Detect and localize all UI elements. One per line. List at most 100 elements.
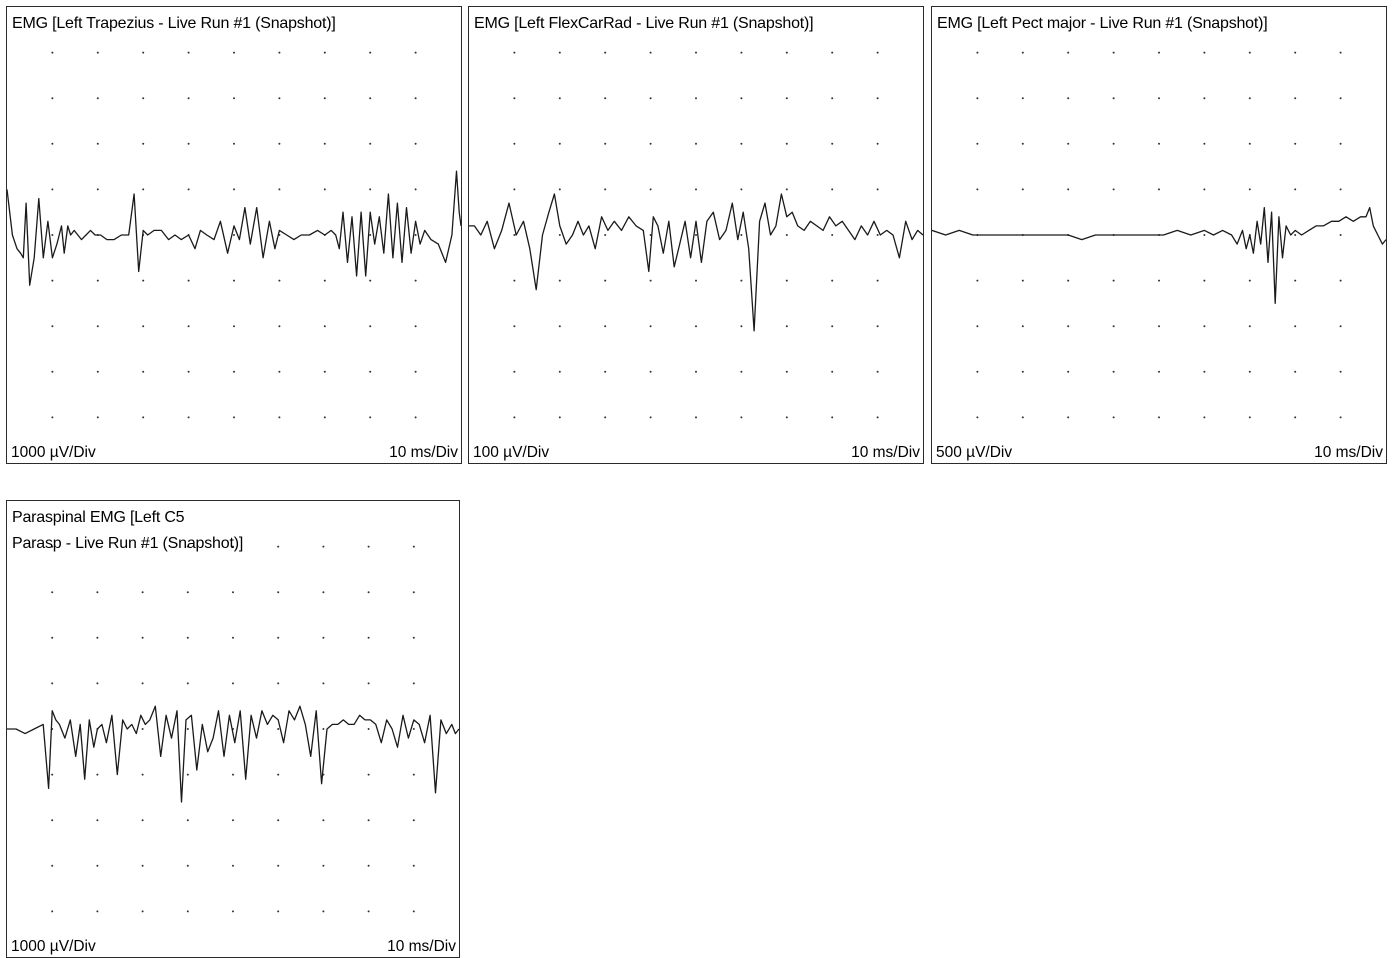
grid-dot	[695, 51, 697, 54]
grid-dot	[51, 545, 54, 548]
grid-dot	[1339, 416, 1342, 419]
grid-dot	[142, 51, 145, 54]
grid-dot	[1067, 97, 1070, 100]
grid-dot	[513, 234, 516, 236]
grid-dot	[278, 142, 281, 145]
grid-dot	[1203, 416, 1206, 419]
grid-dot	[695, 234, 697, 236]
grid-dot	[51, 370, 54, 373]
grid-dot	[277, 682, 280, 685]
grid-dot	[1203, 142, 1206, 145]
grid-dot	[414, 188, 417, 191]
grid-dot	[322, 864, 325, 867]
grid-dot	[186, 591, 189, 594]
grid-dot	[96, 545, 99, 548]
grid-dot	[96, 325, 99, 328]
grid-dot	[233, 97, 235, 100]
grid-dot	[1021, 279, 1024, 282]
grid-dot	[1294, 370, 1297, 373]
grid-dot	[1339, 370, 1342, 373]
grid-dot	[187, 370, 190, 373]
grid-dot	[740, 51, 743, 54]
grid-dot	[876, 142, 879, 145]
grid-dot	[1112, 188, 1115, 191]
grid-dot	[277, 728, 280, 730]
grid-dot	[187, 51, 190, 54]
grid-dot	[1339, 97, 1342, 100]
grid-dot	[277, 910, 280, 913]
grid-dot	[558, 370, 561, 373]
grid-dot	[232, 773, 234, 776]
grid-dot	[1203, 325, 1206, 328]
grid-dot	[141, 773, 144, 776]
grid-dot	[369, 234, 372, 236]
grid-dot	[322, 910, 325, 913]
grid-dot	[1294, 234, 1297, 236]
grid-dot	[96, 188, 99, 191]
grid-dot	[695, 370, 697, 373]
grid-dot	[186, 819, 189, 822]
grid-dot	[96, 682, 99, 685]
grid-dot	[558, 416, 561, 419]
grid-dot	[369, 188, 372, 191]
grid-dot	[831, 51, 834, 54]
emg-trace-plot	[7, 545, 459, 913]
grid-dot	[278, 416, 281, 419]
grid-dot	[876, 188, 879, 191]
grid-dot	[278, 51, 281, 54]
grid-dot	[412, 636, 415, 639]
grid-dot	[233, 416, 235, 419]
grid-dot	[96, 591, 99, 594]
emg-waveform	[932, 206, 1386, 305]
grid-dot	[412, 910, 415, 913]
grid-dot	[322, 682, 325, 685]
grid-dot	[976, 188, 979, 191]
grid-dot	[51, 819, 54, 822]
grid-dot	[414, 416, 417, 419]
grid-dot	[51, 636, 54, 639]
grid-dot	[1248, 370, 1251, 373]
grid-dot	[186, 682, 189, 685]
grid-dot	[1158, 325, 1160, 328]
emg-waveform	[7, 170, 461, 286]
grid-dot	[1203, 97, 1206, 100]
grid-dot	[1067, 51, 1070, 54]
grid-dot	[367, 819, 370, 822]
grid-dot	[141, 864, 144, 867]
grid-dot	[558, 325, 561, 328]
grid-dot	[740, 416, 743, 419]
grid-dot	[785, 142, 788, 145]
grid-dot	[831, 188, 834, 191]
grid-dot	[1203, 234, 1206, 236]
grid-dot	[51, 325, 54, 328]
grid-dot	[232, 864, 234, 867]
grid-dot	[277, 819, 280, 822]
grid-dot	[1248, 325, 1251, 328]
grid-dot	[513, 279, 516, 282]
grid-dot	[142, 370, 145, 373]
grid-dot	[369, 97, 372, 100]
grid-dot	[785, 416, 788, 419]
grid-dot	[558, 279, 561, 282]
grid-dot	[604, 142, 607, 145]
grid-dot	[1158, 97, 1160, 100]
grid-dot	[513, 370, 516, 373]
grid-dot	[322, 545, 325, 548]
grid-dot	[876, 279, 879, 282]
grid-dot	[412, 591, 415, 594]
amplitude-scale-label: 1000 µV/Div	[11, 444, 96, 461]
grid-dot	[96, 910, 99, 913]
grid-dot	[367, 682, 370, 685]
grid-dot	[412, 819, 415, 822]
grid-dot	[414, 370, 417, 373]
emg-panel-left-trapezius: EMG [Left Trapezius - Live Run #1 (Snaps…	[6, 6, 462, 464]
grid-dot	[187, 279, 190, 282]
grid-dot	[513, 416, 516, 419]
grid-dot	[322, 819, 325, 822]
grid-dot	[186, 636, 189, 639]
grid-dot	[142, 188, 145, 191]
grid-dot	[186, 728, 189, 730]
grid-dot	[96, 370, 99, 373]
grid-dot	[141, 819, 144, 822]
grid-dot	[1112, 279, 1115, 282]
